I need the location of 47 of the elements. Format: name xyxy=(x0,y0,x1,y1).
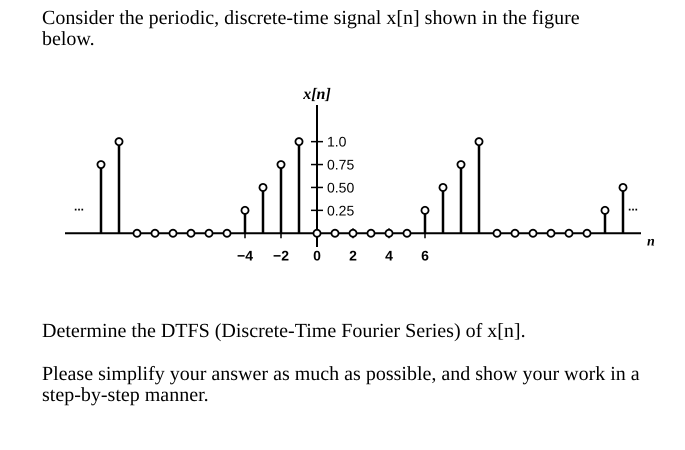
point xyxy=(420,206,430,215)
point xyxy=(564,228,574,238)
point xyxy=(510,228,520,238)
point xyxy=(438,182,448,192)
y-tick-label: 0.25 xyxy=(327,202,354,218)
text: Please simplify your answer as much as possible, and show your work in a step-by-step manner. xyxy=(42,363,641,406)
point xyxy=(474,137,484,146)
point xyxy=(186,228,196,238)
x-tick-label: −2 xyxy=(273,247,290,264)
point xyxy=(240,206,250,215)
point xyxy=(492,228,502,238)
point xyxy=(600,206,610,215)
point xyxy=(132,228,142,238)
point xyxy=(348,228,358,238)
x-tick-label: 0 xyxy=(313,247,322,264)
point xyxy=(114,137,124,146)
y-tick-label: 0.75 xyxy=(327,156,354,173)
y-tick-label: 1.0 xyxy=(327,134,347,150)
point xyxy=(150,228,160,238)
annotation: ... xyxy=(628,199,638,214)
x-tick-label: 4 xyxy=(385,247,394,264)
point xyxy=(384,228,394,238)
point xyxy=(96,160,106,170)
point xyxy=(582,228,592,238)
point xyxy=(402,228,412,238)
point xyxy=(546,228,556,238)
point xyxy=(204,228,214,238)
x-tick-label: 2 xyxy=(349,247,358,264)
x-axis-title: n xyxy=(647,234,655,250)
point xyxy=(294,137,304,146)
chart-title: Consider the periodic, discrete-time signal x[n] shown in the figure below. xyxy=(42,7,581,50)
point xyxy=(222,228,232,238)
point xyxy=(168,228,178,238)
point xyxy=(618,182,628,192)
point xyxy=(330,228,340,238)
annotation: ... xyxy=(74,199,84,214)
point xyxy=(276,160,286,170)
x-tick-label: 6 xyxy=(421,247,430,264)
point xyxy=(528,228,538,238)
point xyxy=(258,182,268,192)
point xyxy=(456,160,466,170)
y-axis-title: x[n] xyxy=(302,86,331,103)
point xyxy=(366,228,376,238)
point xyxy=(312,228,322,238)
text: Determine the DTFS (Discrete-Time Fourier Series) of x[n]. xyxy=(42,320,527,342)
y-tick-label: 0.50 xyxy=(327,179,354,196)
x-tick-label: −4 xyxy=(237,247,254,264)
